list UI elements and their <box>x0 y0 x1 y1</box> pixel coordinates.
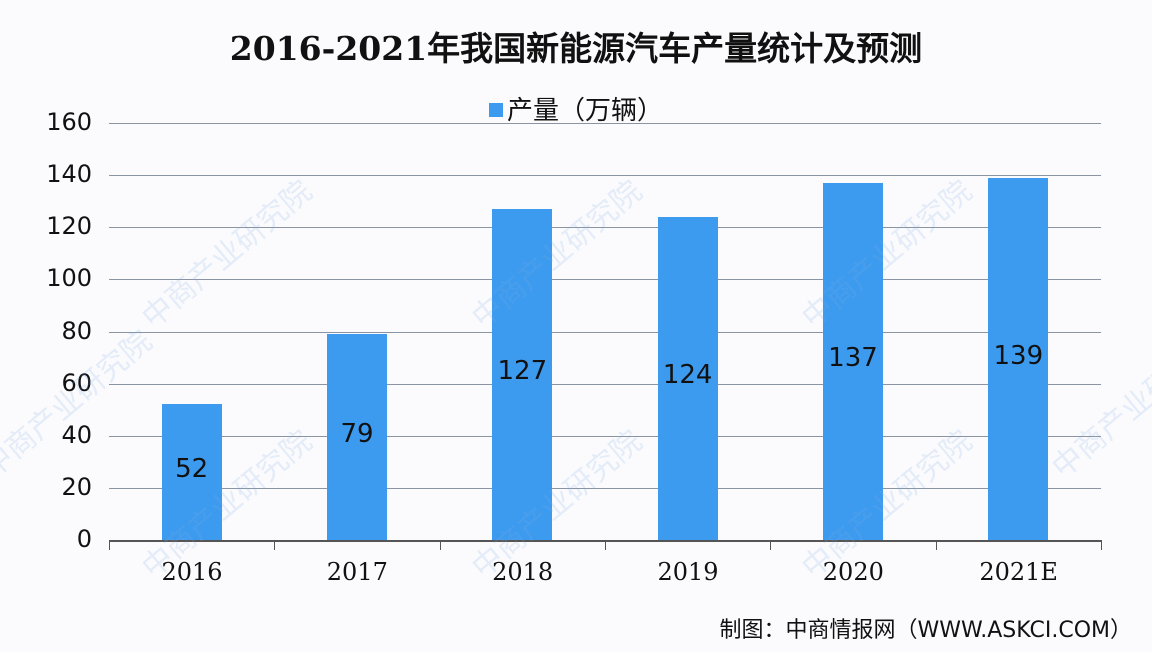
x-tick-label: 2021E <box>979 558 1058 586</box>
x-tick-label: 2018 <box>492 558 554 586</box>
data-label: 52 <box>175 454 209 485</box>
gridline <box>109 279 1101 281</box>
chart-title: 2016-2021年我国新能源汽车产量统计及预测 <box>229 29 923 68</box>
gridline <box>109 175 1101 177</box>
data-label: 124 <box>662 360 713 391</box>
x-tick-label: 2020 <box>822 558 884 586</box>
data-label: 79 <box>340 419 374 450</box>
gridline <box>109 383 1101 385</box>
bar: 124 <box>657 216 718 540</box>
x-tick <box>109 540 110 550</box>
y-tick-label: 100 <box>46 264 92 293</box>
data-label: 127 <box>497 356 548 387</box>
x-tick-label: 2016 <box>161 558 223 586</box>
x-tick-label: 2019 <box>657 558 719 586</box>
source-credit: 制图：中商情报网（WWW.ASKCI.COM） <box>719 618 1132 643</box>
bar: 79 <box>327 334 387 540</box>
y-tick-label: 20 <box>61 472 92 501</box>
gridline <box>109 123 1101 124</box>
plot-area: 52 79 127 124 137 139 <box>109 123 1102 550</box>
x-tick <box>770 540 772 550</box>
bar: 137 <box>823 182 883 540</box>
legend-swatch <box>488 103 503 117</box>
x-tick <box>605 540 606 550</box>
y-tick-label: 160 <box>46 108 92 136</box>
bar: 127 <box>492 209 553 540</box>
y-tick-label: 0 <box>76 525 92 553</box>
x-tick <box>439 540 441 550</box>
gridline <box>109 227 1101 229</box>
gridline <box>109 435 1101 437</box>
y-tick-label: 120 <box>46 212 92 241</box>
x-tick <box>274 540 276 550</box>
y-tick-label: 80 <box>61 316 92 345</box>
y-tick-label: 60 <box>61 368 92 397</box>
bar: 139 <box>988 177 1049 540</box>
x-tick-label: 2017 <box>326 558 388 586</box>
x-tick <box>935 540 937 550</box>
gridline <box>109 487 1101 489</box>
bar: 52 <box>161 404 222 540</box>
y-tick-label: 140 <box>46 160 92 189</box>
legend: 产量（万辆） <box>0 90 1152 127</box>
data-label: 139 <box>993 340 1044 371</box>
y-tick-label: 40 <box>61 420 92 449</box>
gridline <box>109 331 1101 333</box>
legend-label: 产量（万辆） <box>506 96 663 126</box>
x-tick <box>1101 540 1102 550</box>
data-label: 137 <box>828 343 878 374</box>
